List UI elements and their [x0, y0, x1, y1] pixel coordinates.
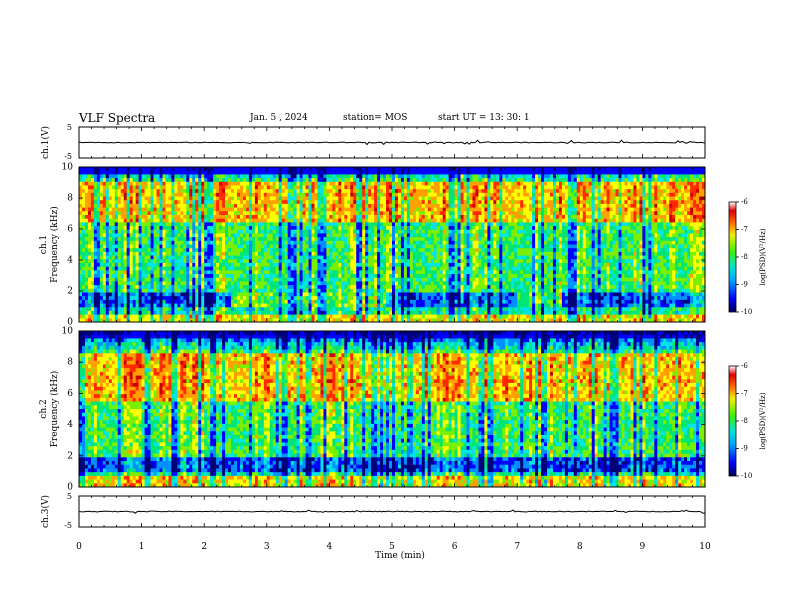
- ch1-ylabel: ch.1(V): [40, 126, 51, 159]
- ch2-freq-tick-label: 8: [67, 358, 73, 368]
- time-tick-label: 7: [514, 542, 520, 552]
- ch2-freq-tick-label: 6: [67, 389, 73, 399]
- time-tick-label: 8: [577, 542, 583, 552]
- ch1-colorbar-tick-label: -10: [741, 308, 752, 316]
- date-label: Jan. 5 , 2024: [250, 113, 308, 123]
- ch2-freq-axis-label: Frequency (kHz): [49, 371, 60, 448]
- ch2-colorbar: [728, 365, 737, 477]
- ch3-voltage-line: [78, 509, 706, 514]
- ch1-spectrogram: [79, 167, 706, 323]
- ch2-freq-tick-label: 10: [62, 327, 74, 337]
- time-tick-label: 3: [264, 542, 270, 552]
- time-tick-label: 5: [389, 542, 395, 552]
- time-tick-label: 0: [76, 542, 82, 552]
- ch1-ytick-label: -5: [64, 152, 72, 161]
- time-tick-label: 4: [327, 542, 333, 552]
- ch1-freq-tick-label: 2: [67, 287, 73, 297]
- ch1-freq-tick-label: 8: [67, 194, 73, 204]
- ch2-colorbar-label: log(PSD)(V²/Hz): [759, 392, 767, 449]
- ch1-colorbar-tick-label: -9: [741, 281, 748, 289]
- voltage-traces: [78, 139, 706, 514]
- time-tick-label: 10: [699, 542, 711, 552]
- station-label: station= MOS: [343, 113, 408, 123]
- ch2-colorbar-tick-label: -7: [741, 390, 748, 398]
- ch1-freq-axis-label: Frequency (kHz): [49, 206, 60, 283]
- ch3-ylabel: ch.3(V): [40, 495, 51, 528]
- ch1-voltage-line: [78, 139, 706, 146]
- ch1-freq-tick-label: 0: [67, 318, 73, 328]
- ch1-colorbar-tick-label: -8: [741, 253, 748, 261]
- ch2-freq-tick-label: 2: [67, 451, 73, 461]
- start-ut-label: start UT = 13: 30: 1: [438, 113, 530, 123]
- ch1-freq-tick-label: 6: [67, 225, 73, 235]
- chart-title: VLF Spectra: [79, 111, 156, 125]
- ch2-channel-label: ch.2: [39, 399, 49, 418]
- time-tick-label: 6: [452, 542, 458, 552]
- ch1-ytick-label: 5: [67, 123, 72, 132]
- ch2-freq-tick-label: 4: [67, 420, 73, 430]
- ch1-colorbar-label: log(PSD)(V²/Hz): [759, 228, 767, 285]
- time-tick-label: 2: [201, 542, 207, 552]
- ch2-spectrogram: [79, 331, 706, 488]
- ch1-channel-label: ch.1: [39, 235, 49, 254]
- colorbars: -6 -7 -8 -9 -10 log(PSD)(V²/Hz) -6 -7 -8 -9 -10 log…: [728, 198, 767, 480]
- ch2-colorbar-tick-label: -10: [741, 472, 752, 480]
- ch2-colorbar-tick-label: -6: [741, 362, 748, 370]
- ch1-freq-tick-label: 10: [62, 163, 74, 173]
- ch3-ytick-label: -5: [64, 521, 72, 530]
- time-tick-label: 1: [139, 542, 145, 552]
- ch1-colorbar-tick-label: -7: [741, 226, 748, 234]
- ch1-colorbar: [728, 201, 737, 313]
- ch3-ytick-label: 5: [67, 492, 72, 501]
- ch2-colorbar-tick-label: -9: [741, 445, 748, 453]
- time-tick-label: 9: [640, 542, 646, 552]
- ch1-colorbar-tick-label: -6: [741, 198, 748, 206]
- ch1-freq-tick-label: 4: [67, 256, 73, 266]
- ch2-colorbar-tick-label: -8: [741, 417, 748, 425]
- time-axis-label: Time (min): [375, 550, 425, 561]
- ch2-freq-tick-label: 0: [67, 483, 73, 493]
